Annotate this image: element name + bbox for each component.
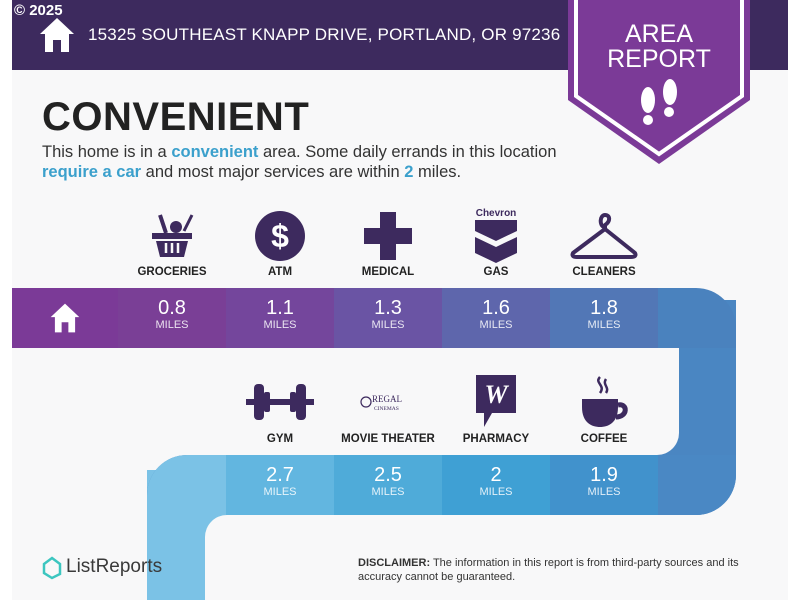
distance-cell: 2.5 MILES (334, 455, 442, 515)
disclaimer: DISCLAIMER: The information in this repo… (358, 557, 739, 583)
svg-text:Chevron: Chevron (476, 208, 517, 219)
route-bottom-left-cell (147, 455, 227, 515)
distance-unit: MILES (371, 486, 405, 498)
svg-text:REGAL: REGAL (372, 394, 402, 404)
distance-unit: MILES (263, 486, 297, 498)
distance-unit: MILES (479, 319, 513, 331)
home-icon (40, 18, 74, 52)
amenity-label: GAS (483, 266, 509, 278)
distance-value: 1.9 (590, 464, 618, 486)
svg-text:$: $ (271, 218, 289, 254)
route-bottom-gap (205, 515, 788, 600)
rating-description: This home is in a convenient area. Some … (42, 143, 557, 181)
copyright: © 2025 (14, 2, 63, 19)
property-address: 15325 SOUTHEAST KNAPP DRIVE, PORTLAND, O… (88, 25, 561, 44)
distance-unit: MILES (263, 319, 297, 331)
distance-cell: 2.7 MILES (226, 455, 334, 515)
distance-value: 1.1 (266, 297, 294, 319)
amenity-label: CLEANERS (572, 266, 636, 278)
route-inner-gap (12, 348, 679, 455)
listreports-logo-icon (42, 556, 62, 580)
distance-unit: MILES (479, 486, 513, 498)
home-cell (12, 288, 118, 348)
grocery-basket-icon (118, 206, 226, 266)
distance-value: 1.3 (374, 297, 402, 319)
distance-cell: 1.6 MILES (442, 288, 550, 348)
svg-text:CINEMAS: CINEMAS (374, 406, 399, 412)
distance-cell: 1.8 MILES (550, 288, 658, 348)
distance-cell: 0.8 MILES (118, 288, 226, 348)
amenity-label: ATM (267, 266, 293, 278)
amenity-label: MEDICAL (361, 266, 415, 278)
amenity-label: GYM (266, 433, 294, 445)
listreports-logo: ListReports (66, 556, 163, 577)
distance-unit: MILES (587, 319, 621, 331)
amenity-label: MOVIE THEATER (341, 433, 435, 445)
home-icon (50, 303, 80, 333)
distance-value: 2 (490, 464, 502, 486)
amenity-label: COFFEE (580, 433, 628, 445)
amenity-label: PHARMACY (462, 433, 530, 445)
distance-unit: MILES (587, 486, 621, 498)
coffee-cup-icon (550, 372, 658, 432)
distance-cell: 2 MILES (442, 455, 550, 515)
distance-value: 1.6 (482, 297, 510, 319)
distance-value: 2.5 (374, 464, 402, 486)
distance-value: 1.8 (590, 297, 618, 319)
amenity-label: GROCERIES (137, 266, 207, 278)
distance-cell: 1.3 MILES (334, 288, 442, 348)
footprints-icon (641, 79, 677, 125)
distance-unit: MILES (371, 319, 405, 331)
walgreens-logo-icon: W (442, 372, 550, 432)
area-report-badge (568, 0, 750, 164)
medical-cross-icon (334, 206, 442, 266)
dollar-icon: $ (226, 206, 334, 266)
regal-cinemas-logo: REGAL CINEMAS (334, 372, 442, 432)
svg-text:W: W (484, 380, 509, 409)
chevron-logo-icon: Chevron (442, 206, 550, 266)
distance-cell: 1.1 MILES (226, 288, 334, 348)
distance-value: 0.8 (158, 297, 186, 319)
distance-cell: 1.9 MILES (550, 455, 658, 515)
hanger-icon (550, 206, 658, 266)
rating-title: CONVENIENT (42, 95, 310, 139)
badge-title: AREA REPORT (607, 20, 711, 73)
distance-unit: MILES (155, 319, 189, 331)
dumbbell-icon (226, 372, 334, 432)
distance-value: 2.7 (266, 464, 294, 486)
